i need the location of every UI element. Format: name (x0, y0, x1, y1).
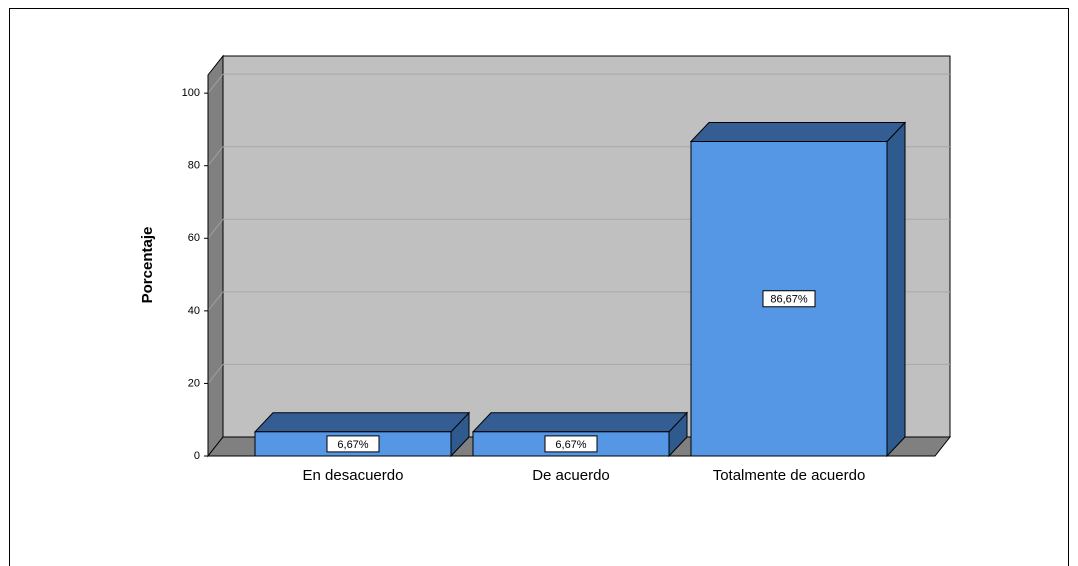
grid-line (207, 218, 224, 239)
bar-top (471, 412, 689, 433)
value-label-box (326, 435, 380, 453)
y-axis-label: Porcentaje (139, 227, 156, 304)
grid-line (207, 146, 224, 167)
value-label-box (762, 290, 816, 308)
grid-line (207, 291, 224, 312)
value-label-box (544, 435, 598, 453)
value-label: 6,67% (555, 439, 586, 451)
y-tick-label: 100 (182, 87, 200, 99)
bar-top (689, 122, 907, 143)
x-tick-label: En desacuerdo (303, 467, 404, 484)
x-tick-label: De acuerdo (532, 467, 610, 484)
x-tick-label: Totalmente de acuerdo (713, 467, 866, 484)
y-tick-label: 20 (188, 377, 200, 389)
bar-top (253, 412, 471, 433)
bar-side (886, 121, 906, 458)
y-tick-label: 40 (188, 305, 200, 317)
value-label: 86,67% (770, 294, 808, 306)
y-tick-label: 0 (194, 450, 200, 462)
grid-line (207, 73, 224, 94)
grid-line (207, 364, 224, 384)
value-label: 6,67% (337, 439, 368, 451)
y-tick-label: 60 (188, 232, 200, 244)
y-tick-label: 80 (188, 160, 200, 172)
left-wall (207, 54, 224, 458)
